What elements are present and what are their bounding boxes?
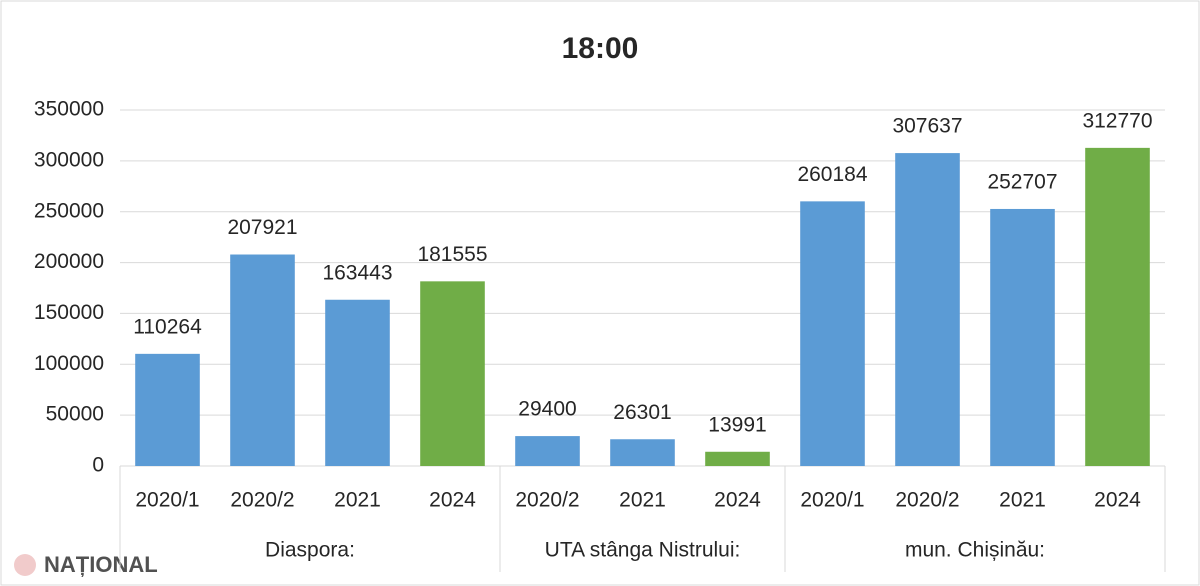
y-tick-label: 0 [92,454,104,477]
bar [325,299,390,466]
bar [1085,147,1150,466]
bar [610,439,675,466]
group-label: Diaspora: [265,539,355,562]
y-tick-label: 150000 [34,301,104,324]
data-label: 13991 [708,413,766,436]
data-label: 312770 [1082,109,1152,132]
y-tick-label: 200000 [34,250,104,273]
data-label: 181555 [417,243,487,266]
bar [990,208,1055,466]
bar [420,281,485,466]
x-tick-label: 2024 [1094,489,1141,512]
y-tick-label: 50000 [46,403,104,426]
x-tick-label: 2020/1 [800,489,864,512]
data-label: 260184 [797,163,867,186]
y-tick-label: 300000 [34,148,104,171]
data-label: 252707 [987,171,1057,194]
watermark-logo [14,554,36,576]
watermark: NAȚIONAL [44,552,158,577]
bar [800,201,865,466]
x-tick-label: 2020/2 [515,489,579,512]
group-label: UTA stânga Nistrului: [545,539,741,562]
bar [705,451,770,466]
bar [515,436,580,466]
data-label: 26301 [613,401,671,424]
bar [230,254,295,466]
data-label: 207921 [227,216,297,239]
data-label: 163443 [322,261,392,284]
x-tick-label: 2021 [619,489,666,512]
data-label: 307637 [892,115,962,138]
x-tick-label: 2020/2 [230,489,294,512]
x-tick-label: 2021 [334,489,381,512]
chart-title: 18:00 [562,32,639,65]
bar [895,153,960,466]
x-tick-label: 2020/1 [135,489,199,512]
x-tick-label: 2024 [714,489,761,512]
x-tick-label: 2024 [429,489,476,512]
y-tick-label: 100000 [34,352,104,375]
x-tick-label: 2020/2 [895,489,959,512]
data-label: 29400 [518,398,576,421]
y-tick-label: 250000 [34,199,104,222]
group-label: mun. Chișinău: [905,539,1045,562]
y-tick-label: 350000 [34,98,104,121]
bar [135,353,200,466]
data-label: 110264 [133,315,202,338]
x-tick-label: 2021 [999,489,1046,512]
